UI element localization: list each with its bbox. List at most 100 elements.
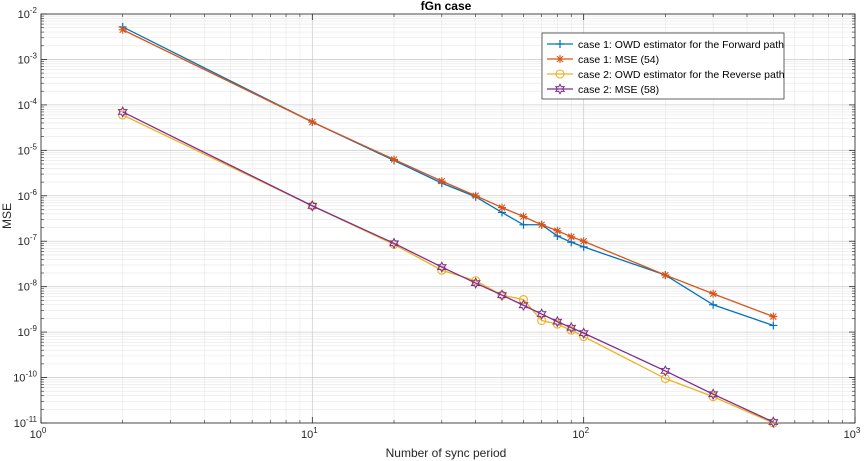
y-tick-exponent: -2 <box>30 6 38 15</box>
x-tick-base: 10 <box>844 429 856 441</box>
y-tick-label: 10-4 <box>18 97 38 112</box>
series-1-point <box>519 220 528 229</box>
x-tick-exponent: 2 <box>585 426 590 435</box>
series-2-point <box>661 271 670 280</box>
y-tick-label: 10-2 <box>18 6 38 21</box>
series-4-point <box>578 327 589 340</box>
legend-item: case 2: MSE (58) <box>547 83 659 96</box>
series-3-point <box>437 265 447 275</box>
series-4-line <box>122 111 774 423</box>
series-2-point <box>471 191 480 200</box>
y-tick-exponent: -9 <box>30 324 38 333</box>
series-2-line <box>122 29 774 318</box>
series-4-point <box>117 106 128 118</box>
series-3-point <box>118 110 128 120</box>
series-4-point <box>536 308 547 320</box>
y-tick-exponent: -7 <box>30 233 38 242</box>
y-tick-base: 10 <box>18 100 30 112</box>
series-2-point <box>118 25 127 34</box>
x-tick-label: 101 <box>301 426 318 441</box>
series-2-point <box>579 237 588 246</box>
series-4-point <box>436 261 447 273</box>
legend-item: case 2: OWD estimator for the Reverse pa… <box>547 69 785 81</box>
series-1-point <box>709 300 718 309</box>
y-tick-label: 10-3 <box>18 51 38 66</box>
series-4-point <box>307 199 318 212</box>
legend-marker <box>556 55 564 63</box>
y-tick-base: 10 <box>13 373 25 385</box>
x-tick-label: 103 <box>844 426 861 441</box>
series-1-line <box>122 26 774 327</box>
x-tick-label: 102 <box>572 426 589 441</box>
y-tick-exponent: -10 <box>25 370 37 379</box>
y-axis-label: MSE <box>0 203 14 229</box>
y-tick-label: 10-11 <box>14 415 38 430</box>
x-tick-base: 10 <box>301 429 313 441</box>
minor-grid <box>41 14 855 423</box>
y-tick-exponent: -8 <box>30 279 38 288</box>
series-2-point <box>553 226 562 235</box>
y-tick-label: 10-7 <box>18 233 38 248</box>
y-tick-base: 10 <box>18 236 30 248</box>
series-4 <box>117 106 779 428</box>
y-tick-base: 10 <box>18 145 30 157</box>
series-4-point <box>470 277 481 289</box>
legend-label: case 2: OWD estimator for the Reverse pa… <box>578 69 785 81</box>
series-2-point <box>537 220 546 229</box>
legend-label: case 2: MSE (58) <box>578 84 659 96</box>
y-tick-base: 10 <box>18 54 30 66</box>
legend-marker <box>554 83 566 95</box>
series-2-point <box>437 177 446 186</box>
y-tick-base: 10 <box>14 418 26 430</box>
x-tick-label: 100 <box>30 426 47 441</box>
series-4-point <box>660 365 671 377</box>
series-2-point <box>519 212 528 221</box>
series-4-point <box>708 388 719 401</box>
legend-item: case 1: OWD estimator for the Forward pa… <box>547 39 784 51</box>
chart-title: fGn case <box>421 0 472 13</box>
legend-label: case 1: OWD estimator for the Forward pa… <box>578 39 784 51</box>
series-4-point <box>388 237 400 250</box>
y-tick-label: 10-10 <box>13 370 37 385</box>
series-2-point <box>497 203 506 212</box>
y-tick-label: 10-9 <box>18 324 38 339</box>
x-tick-base: 10 <box>572 429 584 441</box>
y-tick-label: 10-5 <box>18 142 38 157</box>
x-tick-labels: 100 101 102 103 <box>30 426 861 441</box>
legend-marker <box>555 69 565 79</box>
y-tick-exponent: -4 <box>30 97 38 106</box>
series-3-point <box>518 295 529 305</box>
y-tick-label: 10-6 <box>18 188 38 203</box>
series-2-point <box>709 289 718 298</box>
series-4-point <box>566 321 577 334</box>
y-tick-base: 10 <box>18 9 30 21</box>
series-layer <box>117 22 779 428</box>
series-3-point <box>537 315 547 326</box>
legend-box <box>541 32 785 100</box>
series-1-point <box>769 321 778 330</box>
series-2-point <box>308 118 317 127</box>
y-tick-exponent: -5 <box>30 142 38 151</box>
x-tick-exponent: 0 <box>42 426 47 435</box>
y-tick-base: 10 <box>18 282 30 294</box>
series-2-point <box>390 155 399 164</box>
y-tick-base: 10 <box>18 191 30 203</box>
x-tick-exponent: 1 <box>313 426 318 435</box>
series-3-point <box>660 374 670 384</box>
y-tick-label: 10-8 <box>18 279 38 294</box>
plot-frame <box>40 13 856 424</box>
series-2 <box>118 25 778 321</box>
y-tick-base: 10 <box>18 327 30 339</box>
series-2-point <box>769 312 778 321</box>
y-tick-exponent: -3 <box>30 51 38 60</box>
legend-marker <box>556 40 564 48</box>
y-tick-labels: 10-1110-1010-910-810-710-610-510-410-310… <box>13 6 37 430</box>
x-axis-label: Number of sync period <box>386 446 507 460</box>
series-2-point <box>567 232 576 241</box>
series-4-point <box>518 299 529 312</box>
y-tick-exponent: -6 <box>30 188 38 197</box>
chart-legend: case 1: OWD estimator for the Forward pa… <box>541 32 785 100</box>
y-tick-exponent: -11 <box>26 415 38 424</box>
x-tick-exponent: 3 <box>856 426 861 435</box>
